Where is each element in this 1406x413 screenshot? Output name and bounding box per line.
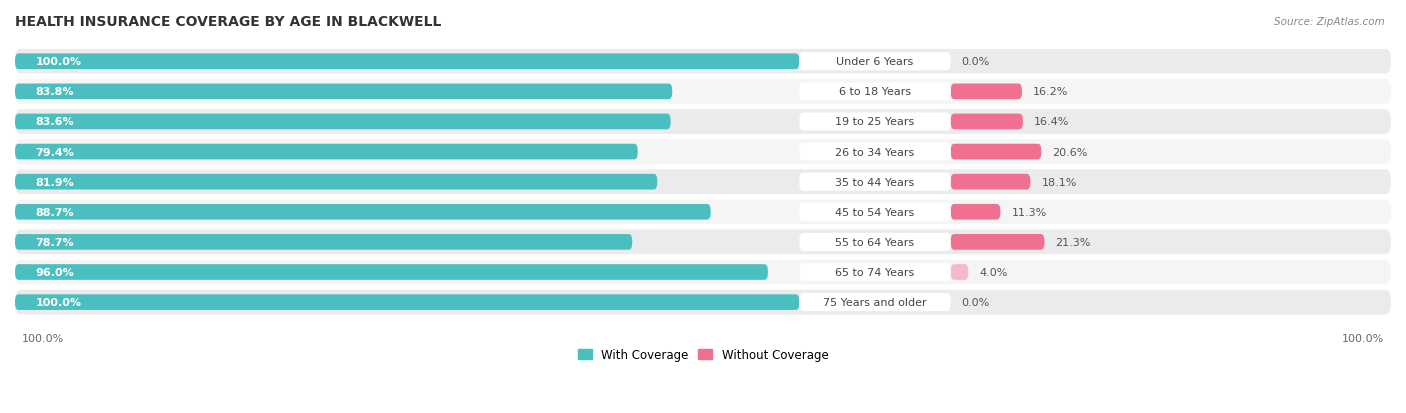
Text: 55 to 64 Years: 55 to 64 Years bbox=[835, 237, 914, 247]
FancyBboxPatch shape bbox=[950, 114, 1024, 130]
Text: 21.3%: 21.3% bbox=[1056, 237, 1091, 247]
FancyBboxPatch shape bbox=[800, 113, 950, 131]
FancyBboxPatch shape bbox=[800, 203, 950, 221]
Text: 16.2%: 16.2% bbox=[1033, 87, 1069, 97]
FancyBboxPatch shape bbox=[15, 114, 671, 130]
FancyBboxPatch shape bbox=[15, 84, 672, 100]
FancyBboxPatch shape bbox=[15, 174, 658, 190]
FancyBboxPatch shape bbox=[15, 235, 633, 250]
Text: 11.3%: 11.3% bbox=[1011, 207, 1046, 217]
FancyBboxPatch shape bbox=[950, 84, 1022, 100]
Text: HEALTH INSURANCE COVERAGE BY AGE IN BLACKWELL: HEALTH INSURANCE COVERAGE BY AGE IN BLAC… bbox=[15, 15, 441, 29]
Text: 100.0%: 100.0% bbox=[1341, 333, 1384, 343]
FancyBboxPatch shape bbox=[15, 204, 710, 220]
Text: 100.0%: 100.0% bbox=[35, 57, 82, 67]
Text: 6 to 18 Years: 6 to 18 Years bbox=[839, 87, 911, 97]
FancyBboxPatch shape bbox=[800, 263, 950, 281]
FancyBboxPatch shape bbox=[15, 170, 1391, 195]
FancyBboxPatch shape bbox=[800, 233, 950, 252]
Text: 100.0%: 100.0% bbox=[22, 333, 65, 343]
FancyBboxPatch shape bbox=[800, 83, 950, 101]
FancyBboxPatch shape bbox=[950, 145, 1042, 160]
Text: Source: ZipAtlas.com: Source: ZipAtlas.com bbox=[1274, 17, 1385, 26]
FancyBboxPatch shape bbox=[950, 204, 1001, 220]
Legend: With Coverage, Without Coverage: With Coverage, Without Coverage bbox=[572, 344, 834, 366]
FancyBboxPatch shape bbox=[800, 143, 950, 161]
Text: 83.8%: 83.8% bbox=[35, 87, 75, 97]
FancyBboxPatch shape bbox=[800, 293, 950, 311]
Text: 79.4%: 79.4% bbox=[35, 147, 75, 157]
Text: 4.0%: 4.0% bbox=[980, 267, 1008, 278]
Text: 78.7%: 78.7% bbox=[35, 237, 75, 247]
FancyBboxPatch shape bbox=[15, 145, 638, 160]
Text: Under 6 Years: Under 6 Years bbox=[837, 57, 914, 67]
Text: 26 to 34 Years: 26 to 34 Years bbox=[835, 147, 915, 157]
Text: 0.0%: 0.0% bbox=[962, 57, 990, 67]
FancyBboxPatch shape bbox=[15, 110, 1391, 135]
Text: 20.6%: 20.6% bbox=[1053, 147, 1088, 157]
FancyBboxPatch shape bbox=[15, 80, 1391, 104]
FancyBboxPatch shape bbox=[15, 140, 1391, 164]
Text: 65 to 74 Years: 65 to 74 Years bbox=[835, 267, 915, 278]
Text: 96.0%: 96.0% bbox=[35, 267, 75, 278]
FancyBboxPatch shape bbox=[15, 200, 1391, 225]
Text: 16.4%: 16.4% bbox=[1033, 117, 1070, 127]
FancyBboxPatch shape bbox=[800, 53, 950, 71]
FancyBboxPatch shape bbox=[15, 294, 800, 310]
FancyBboxPatch shape bbox=[15, 230, 1391, 255]
Text: 75 Years and older: 75 Years and older bbox=[823, 297, 927, 307]
Text: 0.0%: 0.0% bbox=[962, 297, 990, 307]
FancyBboxPatch shape bbox=[950, 174, 1031, 190]
FancyBboxPatch shape bbox=[950, 265, 969, 280]
FancyBboxPatch shape bbox=[800, 173, 950, 191]
FancyBboxPatch shape bbox=[15, 265, 768, 280]
Text: 45 to 54 Years: 45 to 54 Years bbox=[835, 207, 915, 217]
FancyBboxPatch shape bbox=[15, 260, 1391, 285]
Text: 81.9%: 81.9% bbox=[35, 177, 75, 187]
FancyBboxPatch shape bbox=[15, 54, 800, 70]
Text: 18.1%: 18.1% bbox=[1042, 177, 1077, 187]
FancyBboxPatch shape bbox=[15, 290, 1391, 315]
Text: 35 to 44 Years: 35 to 44 Years bbox=[835, 177, 915, 187]
FancyBboxPatch shape bbox=[950, 235, 1045, 250]
Text: 88.7%: 88.7% bbox=[35, 207, 75, 217]
Text: 83.6%: 83.6% bbox=[35, 117, 75, 127]
FancyBboxPatch shape bbox=[15, 50, 1391, 74]
Text: 100.0%: 100.0% bbox=[35, 297, 82, 307]
Text: 19 to 25 Years: 19 to 25 Years bbox=[835, 117, 915, 127]
